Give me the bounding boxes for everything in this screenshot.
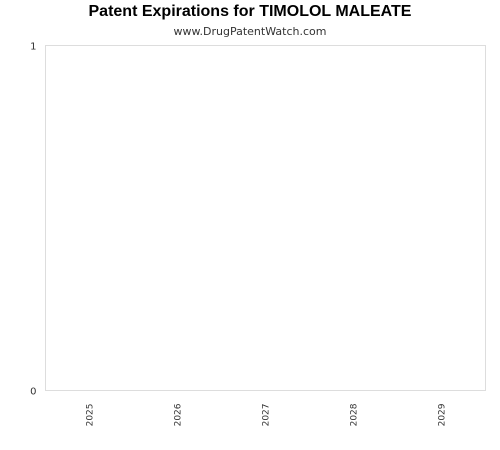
y-tick-label: 1 bbox=[30, 42, 36, 53]
x-tick-label: 2027 bbox=[262, 404, 272, 427]
x-tick-label: 2029 bbox=[438, 403, 448, 426]
chart-subtitle: www.DrugPatentWatch.com bbox=[173, 25, 327, 38]
x-tick-label: 2028 bbox=[350, 403, 360, 426]
plot-area-frame bbox=[45, 45, 486, 391]
y-tick-label: 0 bbox=[30, 387, 36, 398]
x-tick-label: 2026 bbox=[174, 403, 184, 426]
x-axis-ticks: 2025 2026 2027 2028 2029 bbox=[86, 403, 448, 426]
x-tick-label: 2025 bbox=[86, 404, 96, 427]
chart-title: Patent Expirations for TIMOLOL MALEATE bbox=[88, 3, 412, 20]
y-axis-ticks: 01 bbox=[30, 42, 36, 398]
